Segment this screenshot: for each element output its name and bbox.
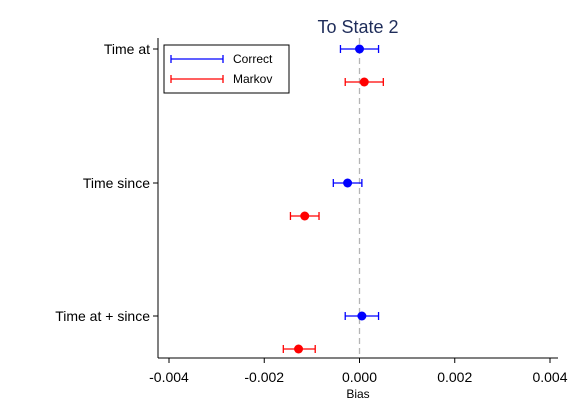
chart-title: To State 2: [317, 17, 398, 37]
correct-legend-label: Correct: [233, 52, 273, 66]
markov-point: [359, 77, 369, 87]
correct-point: [355, 44, 364, 54]
markov-legend-label: Markov: [233, 72, 272, 86]
x-axis-title: Bias: [346, 387, 369, 401]
markov-point: [294, 344, 304, 354]
x-tick-label: 0.000: [342, 369, 377, 385]
plot-marks: [282, 44, 384, 354]
y-axis-ticks: Time at Time since Time at + since: [55, 41, 158, 324]
markov-point: [300, 211, 310, 221]
y-category-label: Time at: [104, 41, 150, 57]
correct-point: [357, 311, 367, 321]
correct-point: [343, 178, 353, 188]
x-tick-label: 0.002: [437, 369, 472, 385]
x-tick-label: -0.004: [149, 369, 189, 385]
y-category-label: Time since: [83, 175, 150, 191]
legend: Correct Markov: [163, 44, 290, 94]
x-tick-label: 0.004: [532, 369, 567, 385]
x-axis-ticks: -0.004 -0.002 0.000 0.002 0.004: [149, 358, 568, 385]
y-category-label: Time at + since: [55, 308, 150, 324]
legend-box: [163, 44, 290, 94]
x-tick-label: -0.002: [244, 369, 284, 385]
